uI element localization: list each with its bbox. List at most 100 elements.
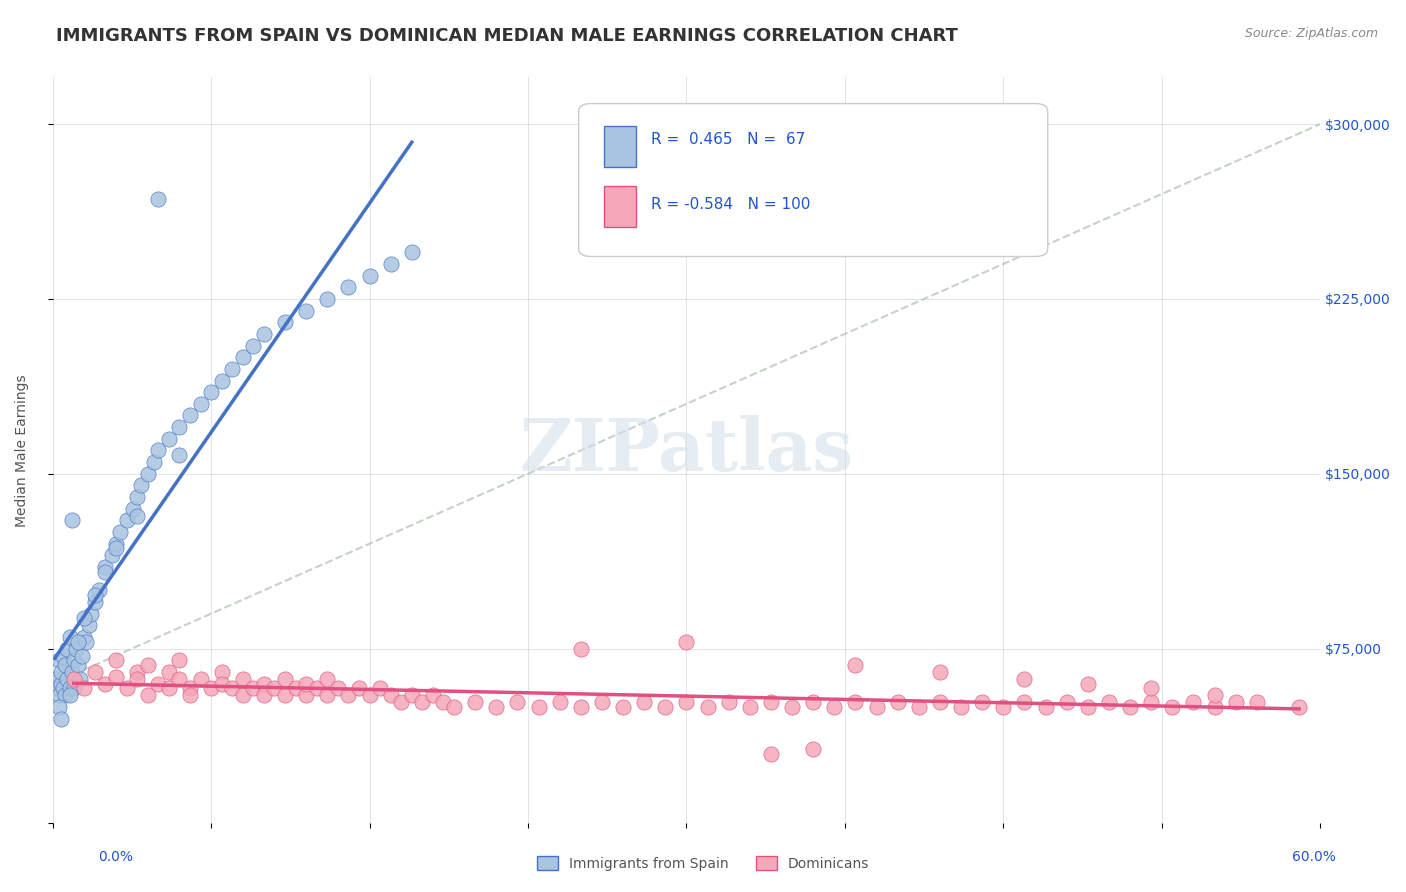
Point — [232, 688, 254, 702]
Point — [263, 681, 285, 696]
Text: 0.0%: 0.0% — [98, 850, 134, 863]
Point — [506, 695, 529, 709]
Point — [104, 670, 127, 684]
Point — [380, 257, 402, 271]
Point — [179, 409, 201, 423]
Point — [143, 455, 166, 469]
Point — [253, 676, 276, 690]
Legend: Immigrants from Spain, Dominicans: Immigrants from Spain, Dominicans — [531, 850, 875, 876]
Point — [131, 478, 153, 492]
Point — [179, 681, 201, 696]
Point — [48, 700, 70, 714]
Point — [104, 537, 127, 551]
Point — [122, 501, 145, 516]
Point — [1288, 700, 1310, 714]
Point — [169, 653, 191, 667]
Point — [253, 326, 276, 341]
Point — [200, 681, 222, 696]
Point — [1246, 695, 1268, 709]
Point — [993, 700, 1015, 714]
Point — [844, 695, 866, 709]
Text: IMMIGRANTS FROM SPAIN VS DOMINICAN MEDIAN MALE EARNINGS CORRELATION CHART: IMMIGRANTS FROM SPAIN VS DOMINICAN MEDIA… — [56, 27, 957, 45]
Point — [136, 467, 159, 481]
Point — [326, 681, 349, 696]
Point — [83, 595, 105, 609]
Point — [380, 688, 402, 702]
Point — [274, 688, 297, 702]
Point — [148, 192, 170, 206]
Point — [94, 560, 117, 574]
Point — [295, 688, 318, 702]
Point — [1014, 672, 1036, 686]
Point — [190, 672, 212, 686]
Point — [347, 681, 370, 696]
Point — [53, 657, 76, 672]
Point — [94, 676, 117, 690]
Point — [62, 681, 84, 696]
Point — [104, 541, 127, 556]
Point — [675, 695, 697, 709]
Point — [169, 672, 191, 686]
Point — [179, 688, 201, 702]
Point — [295, 303, 318, 318]
Point — [316, 292, 339, 306]
Point — [1077, 700, 1099, 714]
Point — [110, 524, 132, 539]
Point — [368, 681, 391, 696]
Point — [780, 700, 803, 714]
Point — [73, 681, 96, 696]
Point — [738, 700, 761, 714]
Point — [157, 665, 180, 679]
Point — [717, 695, 740, 709]
Point — [443, 700, 465, 714]
Point — [83, 665, 105, 679]
Text: Source: ZipAtlas.com: Source: ZipAtlas.com — [1244, 27, 1378, 40]
Point — [221, 681, 243, 696]
Point — [759, 695, 782, 709]
Point — [62, 672, 84, 686]
Point — [73, 611, 96, 625]
Point — [612, 700, 634, 714]
Point — [591, 695, 613, 709]
Text: ZIPatlas: ZIPatlas — [519, 415, 853, 486]
Point — [45, 681, 67, 696]
Point — [100, 549, 122, 563]
Point — [316, 672, 339, 686]
Point — [569, 641, 592, 656]
Point — [1014, 695, 1036, 709]
Point — [83, 588, 105, 602]
Text: 60.0%: 60.0% — [1292, 850, 1336, 863]
Point — [87, 583, 110, 598]
Point — [115, 681, 138, 696]
Point — [58, 630, 80, 644]
Point — [127, 665, 149, 679]
Point — [316, 688, 339, 702]
Point — [211, 374, 233, 388]
Point — [52, 681, 75, 696]
Point — [929, 665, 952, 679]
Point — [48, 653, 70, 667]
Point — [1056, 695, 1078, 709]
Point — [148, 443, 170, 458]
Point — [60, 513, 83, 527]
Point — [148, 676, 170, 690]
Point — [58, 681, 80, 696]
Point — [49, 712, 72, 726]
Point — [136, 657, 159, 672]
Point — [886, 695, 908, 709]
Point — [65, 641, 87, 656]
Point — [190, 397, 212, 411]
Point — [200, 385, 222, 400]
Text: R =  0.465   N =  67: R = 0.465 N = 67 — [651, 132, 806, 147]
Point — [127, 490, 149, 504]
Point — [337, 280, 360, 294]
Point — [401, 688, 423, 702]
Point — [56, 641, 79, 656]
Point — [1098, 695, 1121, 709]
Point — [75, 634, 97, 648]
Point — [49, 665, 72, 679]
Point — [211, 665, 233, 679]
Point — [801, 695, 824, 709]
Point — [422, 688, 444, 702]
Point — [759, 747, 782, 761]
